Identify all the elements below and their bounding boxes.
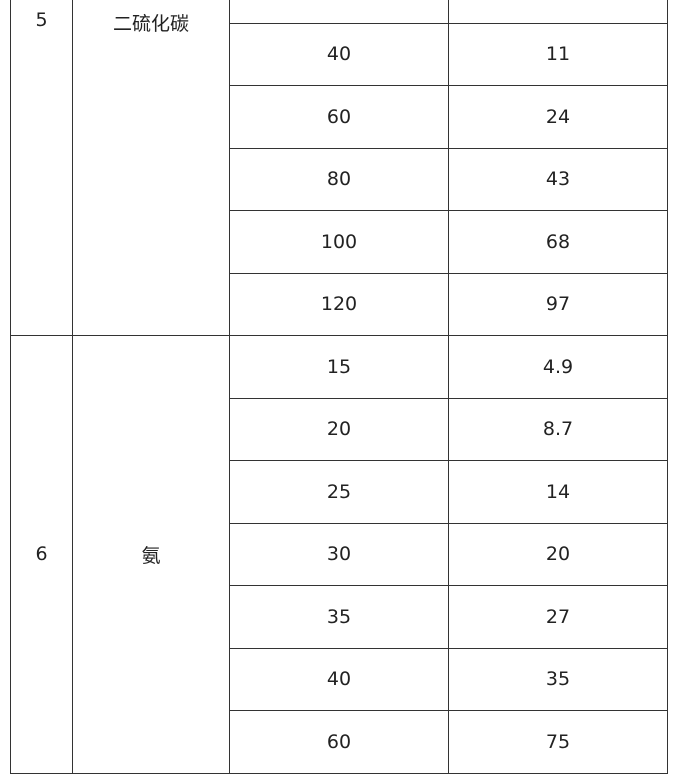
table-row: 20 8.7 — [11, 397, 668, 461]
table-row: 5 二硫化碳 — [10, 0, 668, 336]
table-row: 6 氨 15 4.9 — [10, 335, 668, 774]
row-number-cell: 5 — [10, 0, 73, 336]
temperature-cell: 40 — [229, 22, 449, 86]
value-cell: 35 — [448, 647, 668, 711]
table-row: 40 11 — [11, 22, 668, 86]
temperature-cell: 30 — [229, 522, 449, 586]
value-cell: 4.9 — [448, 335, 668, 399]
table-row: 80 43 — [11, 147, 668, 211]
value-cell: 75 — [448, 710, 668, 774]
temperature-cell: 60 — [229, 85, 449, 149]
data-table: 5 二硫化碳 40 11 60 24 80 43 100 68 120 97 6 氨 15 4.9 20 8.7 2… — [10, 0, 668, 774]
temperature-cell — [229, 0, 449, 24]
value-cell: 8.7 — [448, 397, 668, 461]
temperature-cell: 15 — [229, 335, 449, 399]
value-cell: 68 — [448, 210, 668, 274]
table-row: 120 97 — [11, 272, 668, 336]
value-cell: 97 — [448, 272, 668, 336]
temperature-cell: 25 — [229, 460, 449, 524]
value-cell: 43 — [448, 147, 668, 211]
temperature-cell: 60 — [229, 710, 449, 774]
substance-cell: 二硫化碳 — [72, 0, 230, 336]
value-cell: 24 — [448, 85, 668, 149]
table-row: 35 27 — [11, 585, 668, 649]
temperature-cell: 35 — [229, 585, 449, 649]
table-row: 25 14 — [11, 460, 668, 524]
value-cell: 11 — [448, 22, 668, 86]
value-cell: 27 — [448, 585, 668, 649]
temperature-cell: 80 — [229, 147, 449, 211]
table-row: 40 35 — [11, 647, 668, 711]
table-row: 60 75 — [11, 710, 668, 774]
temperature-cell: 40 — [229, 647, 449, 711]
value-cell — [448, 0, 668, 24]
temperature-cell: 100 — [229, 210, 449, 274]
temperature-cell: 120 — [229, 272, 449, 336]
value-cell: 20 — [448, 522, 668, 586]
table-row: 100 68 — [11, 210, 668, 274]
value-cell: 14 — [448, 460, 668, 524]
substance-cell: 氨 — [72, 335, 230, 774]
table-row: 30 20 — [11, 522, 668, 586]
row-number-cell: 6 — [10, 335, 73, 774]
table-row: 60 24 — [11, 85, 668, 149]
temperature-cell: 20 — [229, 397, 449, 461]
